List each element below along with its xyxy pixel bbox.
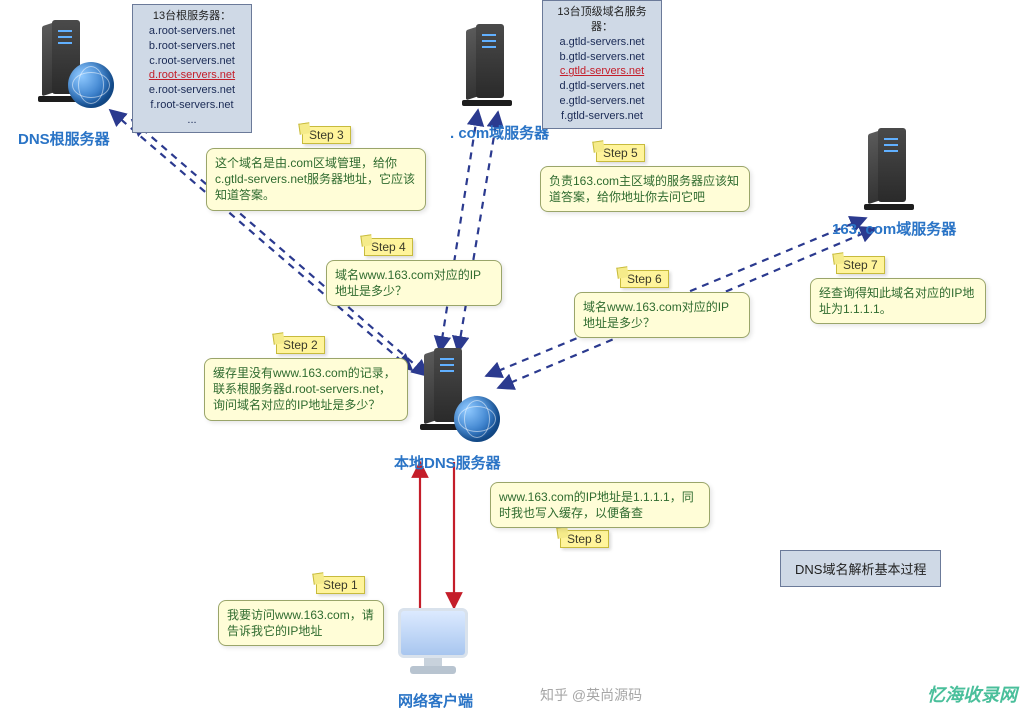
root-servers-list: 13台根服务器：a.root-servers.netb.root-servers… [132,4,252,133]
step-bubble-7: 经查询得知此域名对应的IP地址为1.1.1.1。 [810,278,986,324]
step-tag-5: Step 5 [596,144,645,162]
watermark: 忆海收录网 [927,681,1017,707]
tld-servers-list: 13台顶级域名服务器：a.gtld-servers.netb.gtld-serv… [542,0,662,129]
arrow-local-com [440,110,478,352]
step-tag-2: Step 2 [276,336,325,354]
label-local: 本地DNS服务器 [394,452,501,473]
step-bubble-5: 负责163.com主区域的服务器应该知道答案，给你地址你去问它吧 [540,166,750,212]
server-com [460,24,516,102]
server-163 [862,128,918,206]
client-monitor [390,608,476,676]
globe-root [68,62,114,108]
step-tag-4: Step 4 [364,238,413,256]
step-tag-3: Step 3 [302,126,351,144]
step-tag-7: Step 7 [836,256,885,274]
globe-local [454,396,500,442]
step-bubble-1: 我要访问www.163.com，请告诉我它的IP地址 [218,600,384,646]
step-bubble-2: 缓存里没有www.163.com的记录，联系根服务器d.root-servers… [204,358,408,421]
caption: DNS域名解析基本过程 [780,550,941,587]
label-root: DNS根服务器 [18,128,110,149]
step-bubble-6: 域名www.163.com对应的IP地址是多少？ [574,292,750,338]
step-bubble-4: 域名www.163.com对应的IP地址是多少？ [326,260,502,306]
zhihu-attribution: 知乎 @英尚源码 [540,685,642,705]
step-bubble-8: www.163.com的IP地址是1.1.1.1，同时我也写入缓存，以便备查 [490,482,710,528]
step-tag-1: Step 1 [316,576,365,594]
label-163: 163. com域服务器 [832,218,956,239]
step-tag-6: Step 6 [620,270,669,288]
arrow-com-local [458,112,498,352]
dns-diagram: DNS根服务器 . com域服务器 163. com域服务器 本地DNS服务器 … [0,0,1029,713]
step-tag-8: Step 8 [560,530,609,548]
step-bubble-3: 这个域名是由.com区域管理，给你c.gtld-servers.net服务器地址… [206,148,426,211]
label-client: 网络客户端 [398,690,473,711]
label-com: . com域服务器 [450,122,549,143]
